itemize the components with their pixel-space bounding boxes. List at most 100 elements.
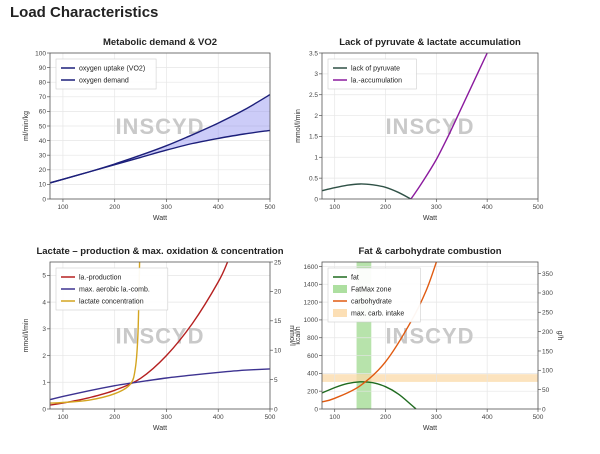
legend: lack of pyruvate la.-accumulation xyxy=(327,58,417,90)
series-line-2 xyxy=(410,53,488,199)
y-axis-label: mmol/l/min xyxy=(295,109,302,143)
y-tick-label: 0 xyxy=(314,406,318,413)
y2-tick-label: 0 xyxy=(274,406,278,413)
legend: fat FatMax zone carbohydrate max. carb. int… xyxy=(327,267,421,323)
y-tick-label: 200 xyxy=(307,388,318,395)
y-tick-label: 4 xyxy=(42,299,46,306)
y-axis-label: kcal/h xyxy=(295,326,302,344)
chart-title: Lack of pyruvate & lactate accumulation xyxy=(339,37,521,48)
y2-tick-label: 25 xyxy=(274,259,282,266)
y2-tick-label: 50 xyxy=(542,387,550,394)
y-tick-label: 2 xyxy=(314,113,318,120)
legend-label: la.-production xyxy=(79,274,122,281)
legend-box xyxy=(55,58,157,90)
legend-label: oxygen demand xyxy=(79,77,129,84)
x-tick-label: 400 xyxy=(482,414,493,421)
x-tick-label: 500 xyxy=(533,414,544,421)
y-tick-label: 30 xyxy=(39,153,47,160)
y-tick-label: 20 xyxy=(39,167,47,174)
y-tick-label: 0.5 xyxy=(309,175,318,182)
y-tick-label: 0 xyxy=(42,196,46,203)
legend-box xyxy=(327,58,417,90)
page-title: Load Characteristics xyxy=(10,4,159,21)
series-line-2 xyxy=(50,94,270,184)
y2-axis-label: mmol/l xyxy=(288,325,295,346)
watermark: INSCYD xyxy=(385,114,474,139)
y-tick-label: 40 xyxy=(39,138,47,145)
y-tick-label: 80 xyxy=(39,80,47,87)
legend-label: la.-accumulation xyxy=(351,77,402,84)
plot-frame xyxy=(321,52,539,200)
y2-tick-label: 350 xyxy=(542,271,553,278)
y-tick-label: 3.5 xyxy=(309,50,318,57)
legend-label: max. aerobic la.-comb. xyxy=(79,286,150,293)
series-line-2 xyxy=(322,262,438,403)
legend: oxygen uptake (VO2) oxygen demand xyxy=(55,58,157,90)
x-tick-label: 500 xyxy=(265,204,276,211)
y-tick-label: 400 xyxy=(307,371,318,378)
y-tick-label: 2 xyxy=(42,353,46,360)
legend-swatch xyxy=(333,309,347,317)
x-tick-label: 300 xyxy=(161,414,172,421)
y-tick-label: 50 xyxy=(39,123,47,130)
y-tick-label: 60 xyxy=(39,109,47,116)
legend-label: FatMax zone xyxy=(351,286,392,293)
chart-2: Lack of pyruvate & lactate accumulation I… xyxy=(295,37,544,222)
legend-label: lactate concentration xyxy=(79,298,144,305)
plot-frame xyxy=(321,261,539,410)
chart-3: Lactate – production & max. oxidation & … xyxy=(23,246,295,432)
plot-frame xyxy=(49,261,271,410)
series-line-1 xyxy=(322,183,412,199)
x-tick-label: 500 xyxy=(265,414,276,421)
y-tick-label: 70 xyxy=(39,94,47,101)
y2-tick-label: 100 xyxy=(542,368,553,375)
y2-axis-label: g/h xyxy=(556,331,563,341)
legend-label: lack of pyruvate xyxy=(351,65,400,72)
x-tick-label: 400 xyxy=(213,204,224,211)
y-tick-label: 1 xyxy=(42,380,46,387)
x-tick-label: 200 xyxy=(109,204,120,211)
legend-label: max. carb. intake xyxy=(351,310,404,317)
watermark: INSCYD xyxy=(115,114,204,139)
x-tick-label: 200 xyxy=(380,414,391,421)
y-tick-label: 3 xyxy=(314,71,318,78)
y-tick-label: 100 xyxy=(35,50,46,57)
legend-swatch xyxy=(333,285,347,293)
x-axis-label: Watt xyxy=(153,425,167,432)
legend: la.-production max. aerobic la.-comb. lact… xyxy=(55,267,169,311)
x-axis-label: Watt xyxy=(423,215,437,222)
x-tick-label: 200 xyxy=(109,414,120,421)
x-tick-label: 500 xyxy=(533,204,544,211)
series-line-2 xyxy=(50,368,270,401)
x-tick-label: 100 xyxy=(329,414,340,421)
y-tick-label: 3 xyxy=(42,326,46,333)
series-line-1 xyxy=(322,381,417,409)
x-tick-label: 300 xyxy=(431,204,442,211)
y-tick-label: 1200 xyxy=(304,299,319,306)
y2-tick-label: 250 xyxy=(542,310,553,317)
legend-label: carbohydrate xyxy=(351,298,392,305)
x-tick-label: 200 xyxy=(380,204,391,211)
x-tick-label: 300 xyxy=(431,414,442,421)
y2-tick-label: 150 xyxy=(542,348,553,355)
y2-tick-label: 0 xyxy=(542,406,546,413)
watermark: INSCYD xyxy=(385,324,474,349)
chart-title: Metabolic demand & VO2 xyxy=(103,37,217,48)
y-tick-label: 90 xyxy=(39,65,47,72)
x-tick-label: 100 xyxy=(329,204,340,211)
y2-tick-label: 5 xyxy=(274,377,278,384)
x-tick-label: 400 xyxy=(213,414,224,421)
x-tick-label: 100 xyxy=(58,204,69,211)
x-axis-label: Watt xyxy=(423,425,437,432)
y-axis-label: ml/min/kg xyxy=(23,111,30,141)
chart-title: Lactate – production & max. oxidation & … xyxy=(36,246,283,257)
x-axis-label: Watt xyxy=(153,215,167,222)
y2-tick-label: 20 xyxy=(274,289,282,296)
y2-tick-label: 200 xyxy=(542,329,553,336)
y-tick-label: 5 xyxy=(42,273,46,280)
band-max-carb-intake xyxy=(322,374,538,382)
y2-tick-label: 15 xyxy=(274,318,282,325)
y2-tick-label: 10 xyxy=(274,348,282,355)
y-tick-label: 1600 xyxy=(304,264,319,271)
